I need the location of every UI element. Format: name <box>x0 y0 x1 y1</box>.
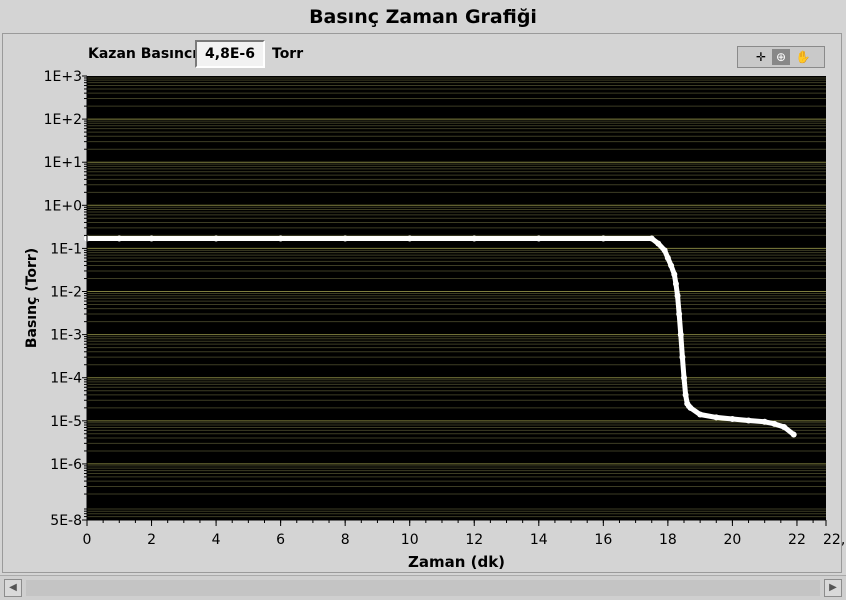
data-point <box>116 235 123 242</box>
y-axis-label: Basınç (Torr) <box>24 248 40 348</box>
x-tick-label: 14 <box>530 532 548 548</box>
data-point <box>342 235 349 242</box>
x-tick-label: 8 <box>341 532 350 548</box>
data-point <box>745 417 752 424</box>
data-point <box>661 247 668 254</box>
data-point <box>600 235 607 242</box>
x-tick-label: 16 <box>594 532 612 548</box>
x-tick-label: 2 <box>147 532 156 548</box>
scroll-left-icon[interactable]: ◀ <box>4 579 22 597</box>
data-point <box>713 414 720 421</box>
chart-title: Basınç Zaman Grafiği <box>309 6 537 28</box>
x-tick-label: 12 <box>465 532 483 548</box>
data-point <box>679 354 686 361</box>
pressure-series-line <box>84 235 797 438</box>
data-point <box>148 235 155 242</box>
data-point <box>687 404 694 411</box>
y-tick-label: 1E-4 <box>50 371 82 387</box>
data-point <box>697 411 704 418</box>
data-point <box>664 254 671 261</box>
pressure-indicator-unit: Torr <box>272 46 304 62</box>
data-point <box>668 262 675 269</box>
pan-hand-icon[interactable]: ✋ <box>795 50 811 64</box>
data-point <box>677 331 684 338</box>
data-point <box>674 292 681 299</box>
y-tick-label: 1E-6 <box>50 457 82 473</box>
data-point <box>213 235 220 242</box>
x-tick-label: 18 <box>659 532 677 548</box>
pressure-indicator-value: 4,8E-6 <box>195 40 265 68</box>
y-tick-label: 1E-5 <box>50 414 82 430</box>
data-point <box>676 311 683 318</box>
y-tick-label: 1E+3 <box>44 69 82 85</box>
y-tick-label: 1E+0 <box>44 198 82 214</box>
data-point <box>781 423 788 430</box>
x-tick-label: 6 <box>276 532 285 548</box>
data-point <box>681 374 688 381</box>
x-tick-label: 20 <box>724 532 742 548</box>
x-tick-label: 4 <box>212 532 221 548</box>
data-point <box>790 431 797 438</box>
pressure-indicator-label: Kazan Basıncı <box>88 46 198 62</box>
data-point <box>406 235 413 242</box>
y-tick-label: 1E-2 <box>50 285 82 301</box>
data-point <box>671 271 678 278</box>
cursor-move-icon[interactable]: ✛ <box>755 50 767 64</box>
y-tick-label: 1E-3 <box>50 328 82 344</box>
data-point <box>672 280 679 287</box>
data-point <box>655 240 662 247</box>
y-tick-label: 1E+2 <box>44 112 82 128</box>
x-tick-label: 10 <box>401 532 419 548</box>
x-tick-label: 22 <box>788 532 806 548</box>
zoom-icon[interactable]: ⊕ <box>772 49 790 65</box>
y-tick-label: 5E-8 <box>50 513 82 529</box>
data-point <box>277 235 284 242</box>
data-point <box>535 235 542 242</box>
scroll-track[interactable] <box>26 580 820 596</box>
data-point <box>729 416 736 423</box>
graph-tool-palette: ✛ ⊕ ✋ <box>737 46 825 68</box>
horizontal-scrollbar[interactable]: ◀ ▶ <box>0 575 846 600</box>
y-tick-label: 1E+1 <box>44 155 82 171</box>
x-tick-label: 0 <box>83 532 92 548</box>
x-axis-label: Zaman (dk) <box>408 553 505 571</box>
y-tick-label: 1E-1 <box>50 241 82 257</box>
graph-frame <box>2 33 842 573</box>
data-point <box>471 235 478 242</box>
data-point <box>761 418 768 425</box>
data-point <box>682 391 689 398</box>
x-tick-label: 22,9 <box>823 532 846 548</box>
data-point <box>771 420 778 427</box>
data-point <box>648 235 655 242</box>
scroll-right-icon[interactable]: ▶ <box>824 579 842 597</box>
